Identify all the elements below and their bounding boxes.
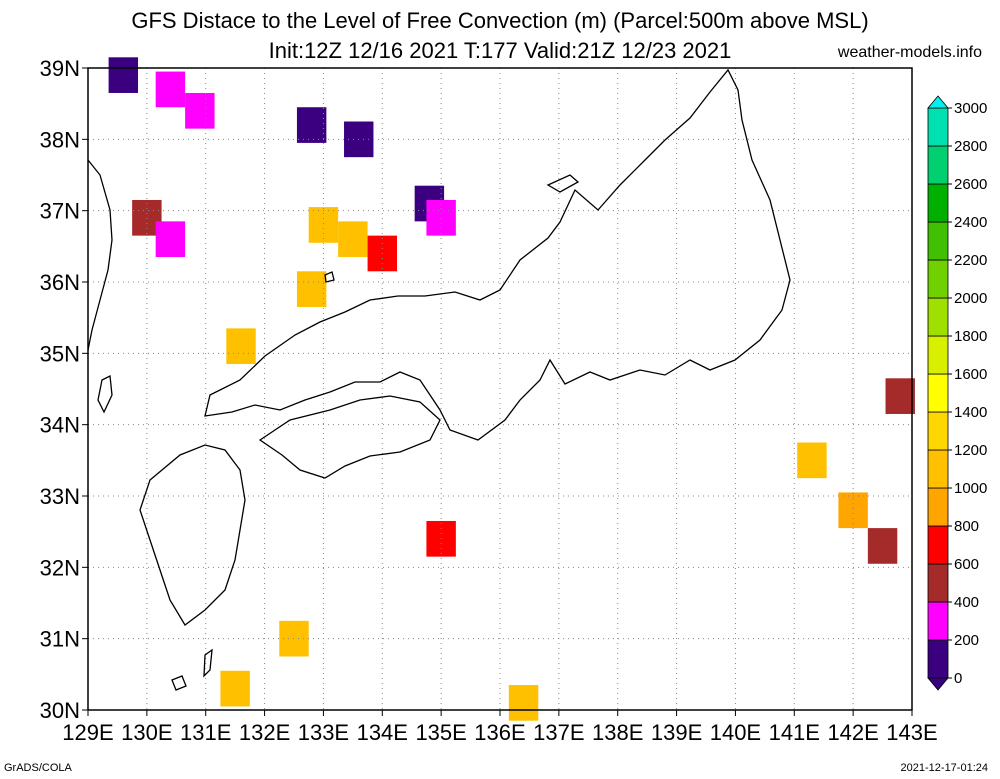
colorbar-label: 2400	[954, 214, 987, 231]
lon-label: 135E	[415, 720, 466, 745]
field-cell	[797, 442, 827, 479]
field-cell	[155, 221, 186, 258]
field-cell	[296, 107, 327, 143]
footer-right: 2021-12-17-01:24	[900, 762, 988, 774]
coastline-kyushu	[139, 444, 246, 626]
field-cell	[155, 71, 186, 108]
colorbar-segment	[927, 525, 949, 565]
coastline-shikoku	[258, 395, 441, 479]
field-cells	[108, 57, 915, 721]
colorbar-segment	[927, 639, 949, 679]
colorbar-arrow-low	[927, 677, 949, 691]
field-cell	[108, 57, 139, 93]
lat-label: 37N	[40, 199, 80, 224]
colorbar-segment	[927, 335, 949, 375]
footer-left: GrADS/COLA	[4, 762, 72, 774]
colorbar-label: 400	[954, 594, 979, 611]
coastline-korea	[87, 159, 113, 351]
field-cell	[885, 378, 915, 414]
colorbar-label: 1200	[954, 442, 987, 459]
colorbar-label: 1800	[954, 328, 987, 345]
colorbar-label: 1600	[954, 366, 987, 383]
lat-label: 34N	[40, 413, 80, 438]
colorbar-segment	[927, 563, 949, 603]
colorbar-segment	[927, 373, 949, 413]
field-cell	[308, 207, 339, 243]
lon-label: 134E	[357, 720, 408, 745]
colorbar-label: 2200	[954, 252, 987, 269]
coastline-yakushima	[171, 675, 187, 691]
coastline-honshu	[204, 68, 791, 441]
colorbar: 0 200 400 600 800 1000 1200 1400 1600 1800 2000 220…	[927, 95, 987, 691]
lon-label: 143E	[886, 720, 937, 745]
colorbar-label: 200	[954, 632, 979, 649]
lat-label: 32N	[40, 555, 80, 580]
colorbar-label: 600	[954, 556, 979, 573]
lon-label: 142E	[827, 720, 878, 745]
colorbar-segment	[927, 107, 949, 147]
field-cell	[867, 528, 898, 564]
colorbar-label: 2800	[954, 138, 987, 155]
field-cell	[426, 199, 456, 236]
field-cell	[220, 670, 250, 707]
lon-label: 129E	[62, 720, 113, 745]
map-title-line2: Init:12Z 12/16 2021 T:177 Valid:21Z 12/2…	[268, 38, 732, 63]
coastline-tsushima	[97, 374, 113, 414]
lat-label: 33N	[40, 484, 80, 509]
lon-label: 133E	[298, 720, 349, 745]
colorbar-segment	[927, 449, 949, 489]
field-cell	[296, 271, 327, 307]
lon-label: 131E	[180, 720, 231, 745]
coastline-sado	[546, 174, 580, 193]
lat-label: 35N	[40, 341, 80, 366]
colorbar-label: 0	[954, 670, 962, 687]
colorbar-segment	[927, 297, 949, 337]
colorbar-label: 3000	[954, 100, 987, 117]
latitude-labels: 39N 38N 37N 36N 35N 34N 33N 32N 31N 30N	[40, 56, 88, 723]
colorbar-segment	[927, 259, 949, 299]
colorbar-label: 1400	[954, 404, 987, 421]
coastline-oki	[324, 271, 335, 283]
lat-label: 39N	[40, 56, 80, 81]
lon-label: 136E	[474, 720, 525, 745]
lon-label: 130E	[121, 720, 172, 745]
lon-label: 141E	[769, 720, 820, 745]
field-cell	[185, 92, 215, 129]
longitude-labels: 129E 130E 131E 132E 133E 134E 135E 136E 137E 138E…	[62, 710, 938, 745]
field-cell	[508, 685, 539, 721]
lon-label: 132E	[239, 720, 290, 745]
colorbar-segment	[927, 183, 949, 223]
coastlines	[87, 68, 791, 691]
colorbar-arrow-high	[927, 95, 949, 109]
colorbar-segment	[927, 601, 949, 641]
field-cell	[226, 328, 256, 365]
lon-label: 138E	[592, 720, 643, 745]
gridlines	[88, 68, 912, 710]
lon-label: 139E	[651, 720, 702, 745]
field-cell	[338, 221, 368, 258]
lon-label: 137E	[533, 720, 584, 745]
colorbar-label: 800	[954, 518, 979, 535]
map-title-line1: GFS Distace to the Level of Free Convect…	[131, 8, 869, 33]
colorbar-label: 1000	[954, 480, 987, 497]
colorbar-segment	[927, 487, 949, 527]
colorbar-segment	[927, 411, 949, 451]
lat-label: 36N	[40, 270, 80, 295]
site-credit: weather-models.info	[837, 44, 982, 61]
colorbar-segment	[927, 221, 949, 261]
field-cell	[838, 492, 868, 529]
lat-label: 31N	[40, 627, 80, 652]
lat-label: 38N	[40, 127, 80, 152]
lon-label: 140E	[710, 720, 761, 745]
coastline-tanegashima	[203, 648, 213, 678]
colorbar-segment	[927, 145, 949, 185]
colorbar-label: 2600	[954, 176, 987, 193]
lat-label: 30N	[40, 698, 80, 723]
colorbar-label: 2000	[954, 290, 987, 307]
